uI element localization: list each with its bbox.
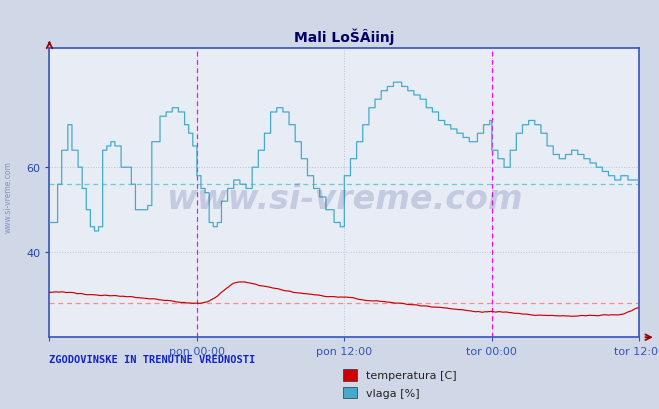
Text: www.si-vreme.com: www.si-vreme.com: [4, 160, 13, 232]
Title: Mali LoŠÂiinj: Mali LoŠÂiinj: [294, 29, 395, 45]
Text: ZGODOVINSKE IN TRENUTNE VREDNOSTI: ZGODOVINSKE IN TRENUTNE VREDNOSTI: [49, 354, 256, 364]
Text: www.si-vreme.com: www.si-vreme.com: [166, 182, 523, 216]
Text: temperatura [C]: temperatura [C]: [366, 370, 457, 380]
Text: vlaga [%]: vlaga [%]: [366, 388, 419, 398]
